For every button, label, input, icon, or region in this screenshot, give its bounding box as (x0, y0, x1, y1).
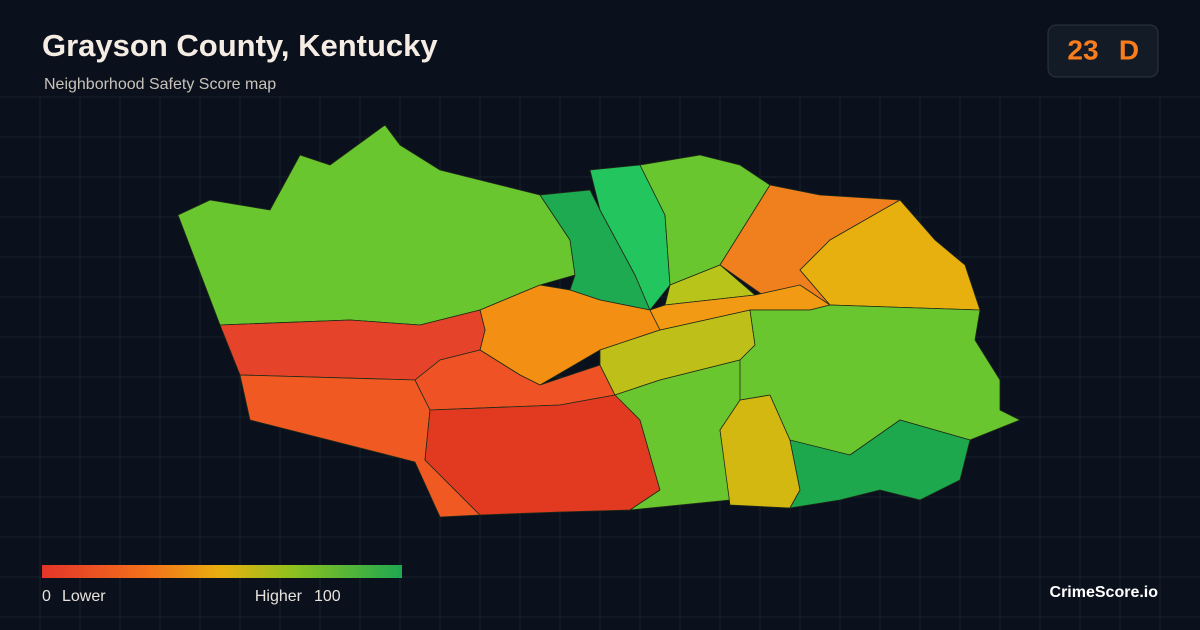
score-badge (1047, 24, 1159, 78)
legend-scale (42, 565, 402, 578)
legend-high-label: Higher (255, 588, 303, 605)
brand: CrimeScore.io (1050, 584, 1159, 601)
legend-min: 0 (42, 588, 51, 605)
legend-max: 100 (314, 588, 341, 605)
title: Grayson County, Kentucky (42, 28, 438, 63)
county-map (177, 124, 1021, 518)
legend-low-label: Lower (62, 588, 106, 605)
region (789, 419, 971, 509)
score-grade: D (1119, 34, 1139, 65)
subtitle: Neighborhood Safety Score map (44, 76, 276, 93)
score-value: 23 (1067, 34, 1098, 65)
